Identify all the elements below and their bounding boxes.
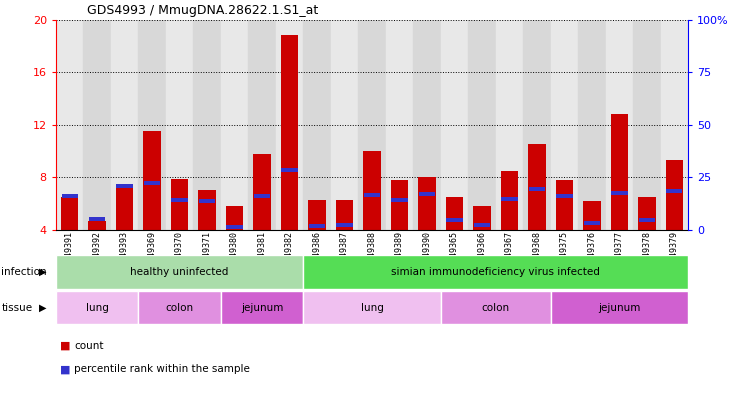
Bar [611, 114, 629, 230]
Bar [440, 20, 468, 230]
Bar [138, 20, 166, 230]
Bar [62, 194, 77, 198]
Bar [661, 20, 688, 230]
Bar [364, 193, 380, 197]
Bar [583, 201, 601, 230]
Bar [304, 291, 440, 324]
Bar [198, 191, 216, 230]
Bar [117, 184, 132, 188]
Bar [359, 20, 385, 230]
Bar [556, 180, 574, 230]
Bar [501, 171, 519, 230]
Bar [446, 218, 463, 222]
Text: simian immunodeficiency virus infected: simian immunodeficiency virus infected [391, 267, 600, 277]
Bar [280, 35, 298, 230]
Text: lung: lung [361, 303, 383, 312]
Text: count: count [74, 341, 104, 351]
Bar [304, 255, 688, 289]
Bar [226, 225, 243, 229]
Bar [468, 20, 496, 230]
Bar [144, 181, 160, 185]
Text: infection: infection [1, 267, 47, 277]
Bar [633, 20, 661, 230]
Bar [474, 223, 490, 227]
Bar [143, 131, 161, 230]
Bar [501, 197, 518, 201]
Bar [56, 255, 304, 289]
Bar [83, 20, 111, 230]
Bar [56, 291, 138, 324]
Bar [336, 200, 353, 230]
Bar [612, 191, 627, 195]
Bar [111, 20, 138, 230]
Text: ▶: ▶ [39, 267, 46, 277]
Text: colon: colon [481, 303, 510, 312]
Bar [166, 20, 193, 230]
Bar [221, 291, 304, 324]
Text: percentile rank within the sample: percentile rank within the sample [74, 364, 250, 375]
Bar [115, 188, 133, 230]
Bar [199, 199, 215, 203]
Bar [523, 20, 551, 230]
Bar [253, 154, 271, 230]
Bar [304, 20, 331, 230]
Bar [639, 218, 655, 222]
Text: ■: ■ [60, 364, 70, 375]
Text: colon: colon [165, 303, 193, 312]
Bar [56, 20, 83, 230]
Bar [440, 291, 551, 324]
Bar [528, 145, 546, 230]
Bar [391, 198, 408, 202]
Bar [418, 177, 436, 230]
Bar [584, 221, 600, 225]
Bar [413, 20, 440, 230]
Text: tissue: tissue [1, 303, 33, 312]
Bar [138, 291, 221, 324]
Bar [446, 197, 464, 230]
Bar [473, 206, 491, 230]
Bar [551, 20, 578, 230]
Bar [336, 223, 353, 227]
Text: lung: lung [86, 303, 109, 312]
Bar [281, 168, 298, 172]
Bar [193, 20, 221, 230]
Bar [276, 20, 304, 230]
Bar [667, 189, 682, 193]
Bar [309, 224, 325, 228]
Bar [578, 20, 606, 230]
Text: healthy uninfected: healthy uninfected [130, 267, 228, 277]
Text: jejunum: jejunum [598, 303, 641, 312]
Bar [385, 20, 413, 230]
Text: jejunum: jejunum [241, 303, 283, 312]
Bar [60, 197, 78, 230]
Bar [171, 198, 187, 202]
Bar [419, 193, 435, 196]
Bar [557, 195, 573, 198]
Bar [248, 20, 276, 230]
Bar [221, 20, 248, 230]
Bar [638, 197, 656, 230]
Text: ■: ■ [60, 341, 70, 351]
Bar [331, 20, 359, 230]
Bar [529, 187, 545, 191]
Bar [170, 179, 188, 230]
Bar [225, 206, 243, 230]
Text: GDS4993 / MmugDNA.28622.1.S1_at: GDS4993 / MmugDNA.28622.1.S1_at [88, 4, 318, 17]
Bar [254, 195, 270, 198]
Bar [89, 217, 105, 221]
Bar [308, 200, 326, 230]
Text: ▶: ▶ [39, 303, 46, 312]
Bar [551, 291, 688, 324]
Bar [496, 20, 523, 230]
Bar [606, 20, 633, 230]
Bar [391, 180, 408, 230]
Bar [363, 151, 381, 230]
Bar [666, 160, 684, 230]
Bar [88, 221, 106, 230]
